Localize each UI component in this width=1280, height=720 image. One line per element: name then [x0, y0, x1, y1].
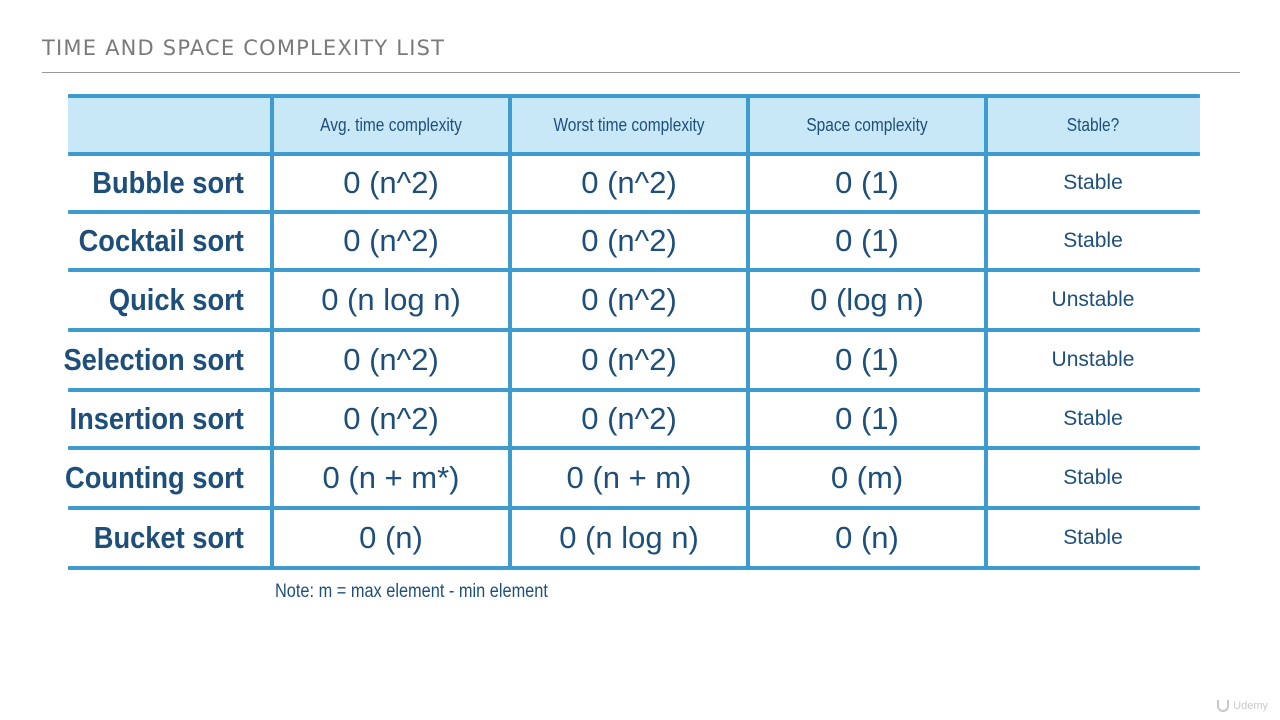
row-name: Cocktail sort [78, 223, 244, 258]
row-divider [68, 268, 1200, 272]
complexity-table: Avg. time complexity Worst time complexi… [63, 94, 1200, 570]
header-avg-time: Avg. time complexity [320, 114, 462, 135]
space-cell: 0 (1) [835, 165, 899, 200]
avg-time-cell: 0 (n^2) [343, 342, 439, 377]
watermark-text: Udemy [1233, 700, 1268, 712]
column-divider [508, 96, 512, 570]
table-top-border [68, 94, 1200, 98]
worst-time-cell: 0 (n^2) [581, 282, 677, 317]
row-name: Selection sort [63, 342, 244, 377]
space-cell: 0 (1) [835, 342, 899, 377]
row-name: Counting sort [65, 460, 244, 495]
row-divider [68, 446, 1200, 450]
avg-time-cell: 0 (n^2) [343, 223, 439, 258]
stability-cell: Stable [1063, 526, 1123, 549]
stability-cell: Stable [1063, 466, 1123, 489]
worst-time-cell: 0 (n^2) [581, 401, 677, 436]
column-divider [270, 96, 274, 570]
avg-time-cell: 0 (n) [359, 520, 423, 555]
worst-time-cell: 0 (n log n) [559, 520, 699, 555]
stability-cell: Stable [1063, 229, 1123, 252]
space-cell: 0 (n) [835, 520, 899, 555]
space-cell: 0 (1) [835, 401, 899, 436]
worst-time-cell: 0 (n^2) [581, 223, 677, 258]
title-divider [42, 72, 1240, 73]
header-space: Space complexity [806, 114, 928, 135]
column-divider [984, 96, 988, 570]
worst-time-cell: 0 (n^2) [581, 342, 677, 377]
avg-time-cell: 0 (n^2) [343, 165, 439, 200]
row-name: Bucket sort [93, 520, 244, 555]
footnote: Note: m = max element - min element [275, 581, 548, 602]
avg-time-cell: 0 (n^2) [343, 401, 439, 436]
row-name: Quick sort [108, 282, 244, 317]
space-cell: 0 (m) [830, 460, 904, 495]
header-stable: Stable? [1066, 114, 1120, 135]
stability-cell: Unstable [1051, 348, 1135, 371]
stability-cell: Stable [1063, 407, 1123, 430]
udemy-logo-icon [1217, 700, 1230, 712]
stability-cell: Stable [1063, 171, 1123, 194]
slide-title: TIME AND SPACE COMPLEXITY LIST [42, 36, 446, 60]
avg-time-cell: 0 (n + m*) [322, 460, 460, 495]
stability-cell: Unstable [1051, 288, 1135, 311]
worst-time-cell: 0 (n^2) [581, 165, 677, 200]
row-name: Bubble sort [92, 165, 244, 200]
space-cell: 0 (1) [835, 223, 899, 258]
row-name: Insertion sort [69, 401, 244, 436]
header-cell-empty [82, 96, 257, 154]
column-divider [746, 96, 750, 570]
space-cell: 0 (log n) [810, 282, 924, 317]
table-header-row [68, 96, 1200, 154]
row-divider [68, 388, 1200, 392]
table-bottom-border [68, 566, 1200, 570]
row-divider [68, 210, 1200, 214]
avg-time-cell: 0 (n log n) [321, 282, 461, 317]
header-worst-time: Worst time complexity [553, 114, 705, 135]
worst-time-cell: 0 (n + m) [566, 460, 692, 495]
row-divider [68, 328, 1200, 332]
row-divider [68, 506, 1200, 510]
udemy-watermark: Udemy [1217, 700, 1268, 712]
row-divider [68, 152, 1200, 156]
